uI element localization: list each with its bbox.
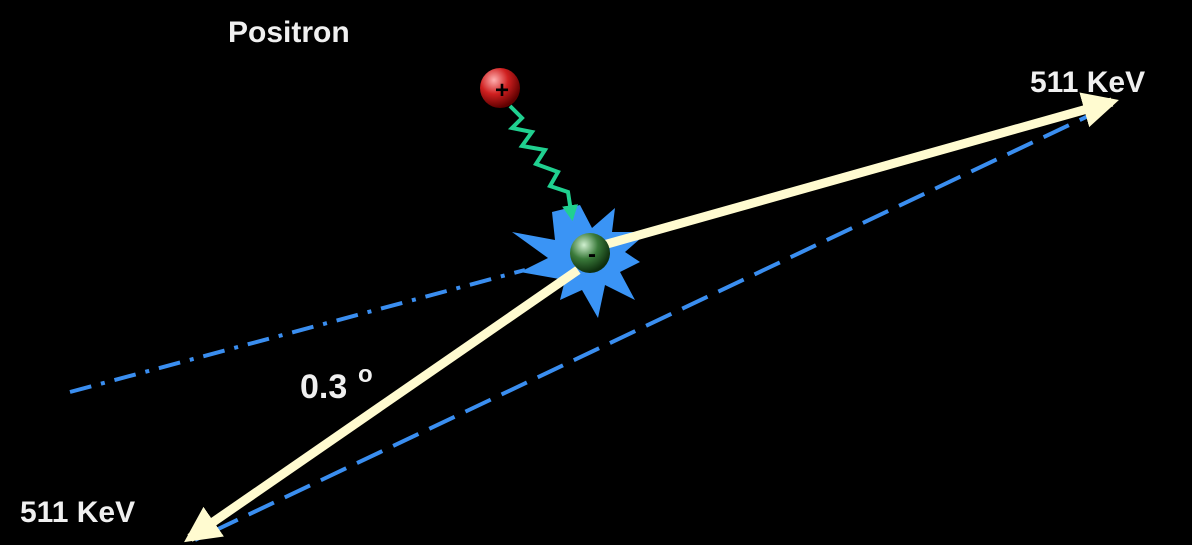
positron-sign: + xyxy=(495,77,509,104)
positron-label: Positron xyxy=(228,16,350,49)
electron-sign: - xyxy=(588,241,596,268)
energy-label: 511 KeV xyxy=(1030,66,1145,99)
diagram: + - Positron 511 KeV 511 KeV 0.3 o xyxy=(0,0,1192,545)
energy-label: 511 KeV xyxy=(20,496,135,529)
angle-label: 0.3 xyxy=(300,368,347,406)
angle-unit: o xyxy=(358,361,373,388)
